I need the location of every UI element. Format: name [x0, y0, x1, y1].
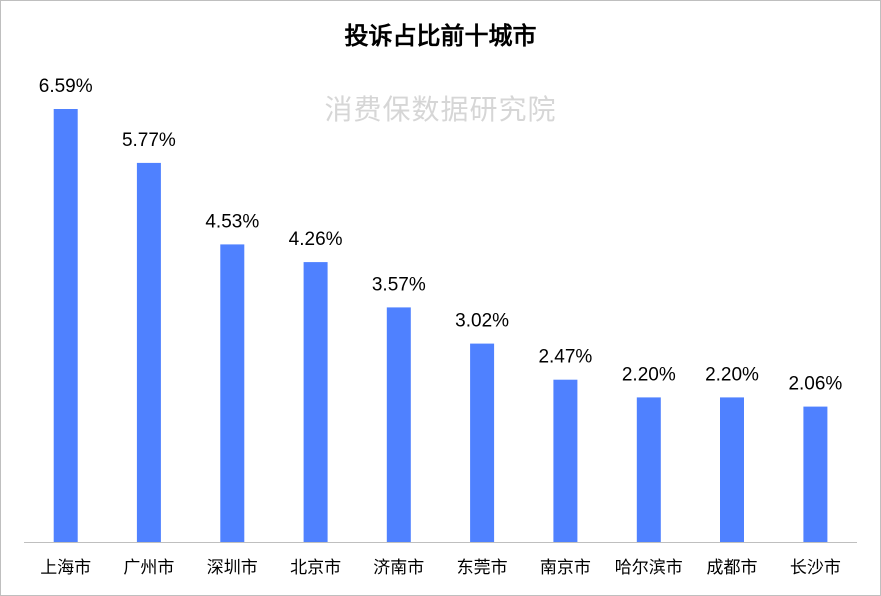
- bar-9: [803, 406, 828, 542]
- data-label-0: 6.59%: [39, 76, 93, 97]
- bar-6: [553, 379, 578, 542]
- data-label-3: 4.26%: [289, 229, 343, 250]
- bar-3: [303, 262, 328, 542]
- data-label-2: 4.53%: [205, 211, 259, 232]
- data-label-7: 2.20%: [622, 364, 676, 385]
- data-label-4: 3.57%: [372, 274, 426, 295]
- data-label-9: 2.06%: [788, 374, 842, 395]
- bar-5: [470, 343, 495, 542]
- bar-4: [386, 307, 411, 542]
- category-label-2: 深圳市: [207, 558, 258, 578]
- watermark: 消费保数据研究院: [324, 93, 557, 126]
- category-label-9: 长沙市: [790, 558, 841, 578]
- category-label-5: 东莞市: [457, 558, 508, 578]
- category-label-7: 哈尔滨市: [615, 558, 683, 578]
- category-label-6: 南京市: [540, 558, 591, 578]
- bar-1: [136, 162, 161, 542]
- category-label-8: 成都市: [707, 558, 758, 578]
- bar-0: [53, 109, 78, 542]
- data-label-5: 3.02%: [455, 311, 509, 332]
- bar-2: [220, 244, 245, 542]
- category-label-0: 上海市: [40, 558, 91, 578]
- category-label-1: 广州市: [123, 558, 174, 578]
- category-label-4: 济南市: [373, 558, 424, 578]
- data-label-1: 5.77%: [122, 130, 176, 151]
- chart-title: 投诉占比前十城市: [344, 22, 537, 50]
- bar-8: [720, 397, 744, 542]
- category-label-3: 北京市: [290, 558, 341, 578]
- data-label-6: 2.47%: [538, 347, 592, 368]
- bar-7: [636, 397, 661, 542]
- data-label-8: 2.20%: [705, 364, 759, 385]
